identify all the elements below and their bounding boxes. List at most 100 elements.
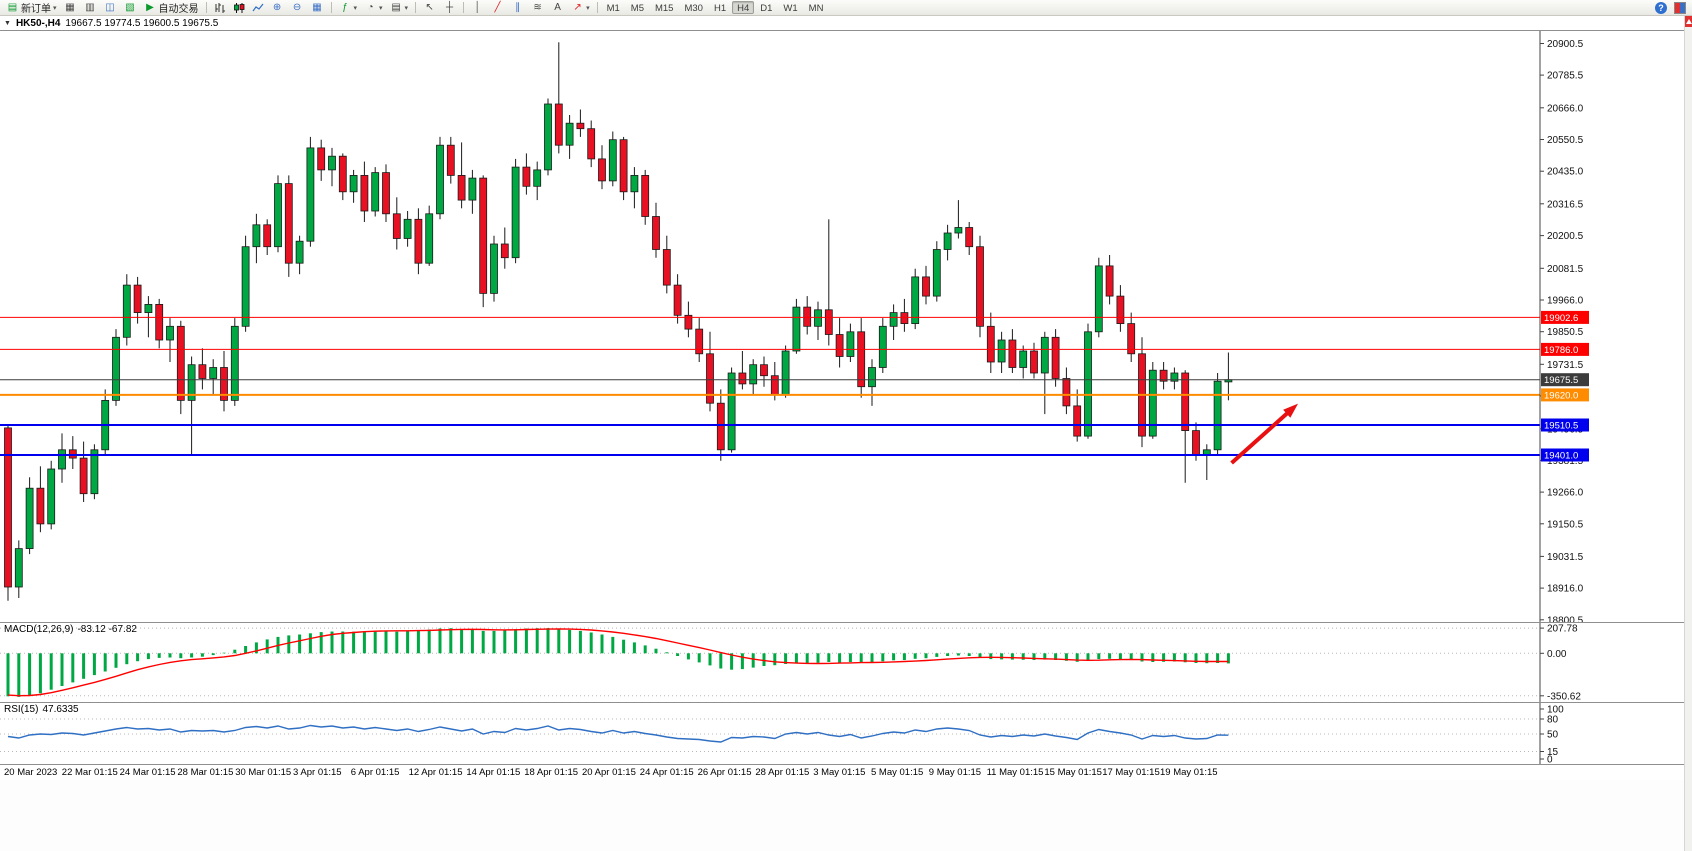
- line-chart-mode-button[interactable]: [249, 1, 267, 15]
- indicators-icon: ƒ: [342, 2, 348, 13]
- timeframe-m15-button[interactable]: M15: [654, 3, 674, 14]
- svg-text:207.78: 207.78: [1547, 624, 1578, 635]
- chevron-down-icon: ▾: [353, 4, 358, 12]
- text-icon: A: [554, 2, 561, 13]
- macd-header: MACD(12,26,9) -83.12 -67.82: [4, 624, 137, 635]
- arrow-tool-icon: ↗: [573, 2, 582, 13]
- time-axis-label: 26 Apr 01:15: [697, 767, 752, 778]
- time-axis-label: 19 May 01:15: [1160, 767, 1218, 778]
- toolbar-separator: [596, 2, 598, 13]
- svg-text:0: 0: [1547, 755, 1553, 765]
- zoom-in-icon: ⊕: [272, 2, 282, 13]
- crosshair-tool-button[interactable]: ┼: [440, 1, 459, 15]
- timeframe-h4-button[interactable]: H4: [732, 1, 755, 14]
- time-axis-label: 17 May 01:15: [1102, 767, 1160, 778]
- timeframe-d1-button[interactable]: D1: [760, 3, 773, 14]
- time-axis-label: 20 Mar 2023: [4, 767, 58, 778]
- toolbar-separator: [463, 2, 465, 13]
- zoom-out-button[interactable]: ⊖: [288, 1, 307, 15]
- navigator-icon: ▧: [125, 2, 135, 13]
- rsi-label: RSI(15): [4, 704, 39, 715]
- svg-text:20435.0: 20435.0: [1547, 167, 1584, 178]
- vertical-line-tool-button[interactable]: │: [468, 1, 487, 15]
- time-axis-label: 24 Apr 01:15: [639, 767, 694, 778]
- timeframe-m5-button[interactable]: M5: [630, 3, 644, 14]
- indicators-button[interactable]: ƒ ▾: [336, 1, 361, 15]
- svg-text:-350.62: -350.62: [1547, 691, 1581, 702]
- svg-text:18800.5: 18800.5: [1547, 615, 1584, 622]
- clock-icon: ◔: [367, 2, 374, 13]
- text-tool-button[interactable]: A: [548, 1, 567, 15]
- fibonacci-tool-button[interactable]: ≋: [528, 1, 547, 15]
- chart-dropdown-icon[interactable]: ▼: [4, 19, 11, 27]
- timeframe-switcher: M1 M5 M15 M30 H1 H4 D1 W1 MN: [602, 1, 829, 14]
- toolbar-separator: [415, 2, 417, 13]
- chart-window-button[interactable]: ▦: [61, 1, 80, 15]
- trendline-tool-button[interactable]: ╱: [488, 1, 507, 15]
- chevron-down-icon: ▾: [404, 4, 409, 12]
- time-axis-label: 11 May 01:15: [986, 767, 1044, 778]
- macd-panel[interactable]: MACD(12,26,9) -83.12 -67.82 207.78 0.00 -35…: [0, 622, 1692, 702]
- crosshair-icon: ┼: [446, 2, 454, 13]
- price-chart-panel[interactable]: 20900.5 20785.5 20666.0 20550.5 20435.0 20316…: [0, 30, 1692, 622]
- svg-text:20785.5: 20785.5: [1547, 71, 1584, 82]
- svg-text:20666.0: 20666.0: [1547, 103, 1584, 114]
- svg-text:19731.5: 19731.5: [1547, 360, 1584, 371]
- new-order-button[interactable]: ▤ 新订单 ▾: [3, 1, 60, 15]
- vertical-scrollbar[interactable]: [1684, 16, 1692, 851]
- candlestick-mode-button[interactable]: [230, 1, 248, 15]
- rsi-panel[interactable]: RSI(15) 47.6335 100 80 50 15 0: [0, 702, 1692, 764]
- chart-ohlc-values: 19667.5 19774.5 19600.5 19675.5: [65, 17, 219, 29]
- tile-windows-button[interactable]: ▦: [308, 1, 327, 15]
- timeframe-m30-button[interactable]: M30: [684, 3, 703, 14]
- timeframe-h1-button[interactable]: H1: [713, 3, 727, 14]
- timeframe-w1-button[interactable]: W1: [783, 3, 798, 14]
- channel-tool-button[interactable]: ∥: [508, 1, 527, 15]
- bottom-blank-area: [0, 780, 1692, 851]
- macd-chart[interactable]: 207.78 0.00 -350.62: [0, 623, 1692, 702]
- time-axis-label: 15 May 01:15: [1044, 767, 1102, 778]
- help-button[interactable]: ?: [1652, 1, 1670, 15]
- autotrading-label: 自动交易: [158, 4, 199, 15]
- templates-button[interactable]: ▤ ▾: [387, 1, 412, 15]
- autotrading-play-icon: ▶: [146, 2, 154, 13]
- profiles-icon: ▥: [85, 2, 95, 13]
- bar-chart-mode-button[interactable]: [211, 1, 229, 15]
- timeframe-mn-button[interactable]: MN: [808, 3, 824, 14]
- svg-text:50: 50: [1547, 730, 1559, 741]
- svg-text:20081.5: 20081.5: [1547, 264, 1584, 275]
- market-watch-button[interactable]: ◫: [101, 1, 120, 15]
- time-axis-label: 5 May 01:15: [871, 767, 924, 778]
- timeframe-m1-button[interactable]: M1: [606, 3, 620, 14]
- profiles-button[interactable]: ▥: [81, 1, 100, 15]
- channel-icon: ∥: [515, 2, 521, 13]
- cursor-tool-button[interactable]: ↖: [420, 1, 439, 15]
- chevron-down-icon: ▾: [586, 4, 590, 12]
- chevron-down-icon: ▾: [379, 4, 383, 12]
- svg-text:19786.0: 19786.0: [1544, 345, 1578, 356]
- svg-text:20316.5: 20316.5: [1547, 199, 1584, 210]
- periods-button[interactable]: ◔ ▾: [361, 1, 386, 15]
- time-axis-label: 20 Apr 01:15: [582, 767, 636, 778]
- svg-text:20200.5: 20200.5: [1547, 231, 1584, 242]
- rsi-value: 47.6335: [42, 704, 79, 715]
- chart-symbol-period: HK50-,H4: [15, 17, 61, 29]
- candlestick-chart[interactable]: 20900.5 20785.5 20666.0 20550.5 20435.0 20316…: [0, 31, 1692, 622]
- time-axis-label: 3 May 01:15: [813, 767, 866, 778]
- rsi-chart[interactable]: 100 80 50 15 0: [0, 703, 1692, 764]
- fibonacci-icon: ≋: [533, 2, 542, 13]
- autotrading-button[interactable]: ▶ 自动交易: [141, 1, 202, 15]
- svg-text:19401.0: 19401.0: [1544, 451, 1578, 462]
- zoom-in-button[interactable]: ⊕: [268, 1, 287, 15]
- line-chart-icon: [252, 3, 263, 11]
- time-axis[interactable]: 20 Mar 2023 22 Mar 01:15 24 Mar 01:15 28 Ma…: [0, 764, 1692, 780]
- arrow-tools-button[interactable]: ↗ ▾: [568, 1, 593, 15]
- chart-window-icon: ▦: [65, 2, 75, 13]
- time-axis-label: 6 Apr 01:15: [350, 767, 400, 778]
- navigator-button[interactable]: ▧: [121, 1, 140, 15]
- svg-text:19150.5: 19150.5: [1547, 519, 1584, 530]
- vertical-line-icon: │: [474, 2, 481, 13]
- workspace-button[interactable]: [1671, 1, 1689, 15]
- time-axis-label: 3 Apr 01:15: [293, 767, 342, 778]
- scroll-up-icon[interactable]: [1685, 16, 1692, 27]
